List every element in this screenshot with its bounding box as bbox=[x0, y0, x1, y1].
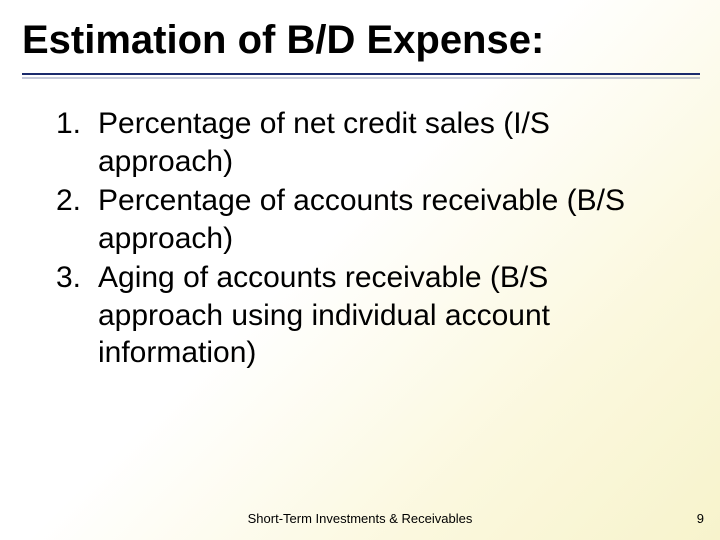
title-underline bbox=[22, 73, 700, 75]
list-number: 1. bbox=[56, 105, 96, 143]
list-number: 3. bbox=[56, 259, 96, 297]
list-item: 3. Aging of accounts receivable (B/S app… bbox=[56, 259, 664, 372]
list-text: Aging of accounts receivable (B/S approa… bbox=[96, 259, 664, 372]
list-item: 2. Percentage of accounts receivable (B/… bbox=[56, 182, 664, 257]
slide: Estimation of B/D Expense: 1. Percentage… bbox=[0, 0, 720, 540]
page-number: 9 bbox=[697, 511, 704, 526]
list-text: Percentage of accounts receivable (B/S a… bbox=[96, 182, 664, 257]
list-item: 1. Percentage of net credit sales (I/S a… bbox=[56, 105, 664, 180]
list-number: 2. bbox=[56, 182, 96, 220]
list-text: Percentage of net credit sales (I/S appr… bbox=[96, 105, 664, 180]
slide-title: Estimation of B/D Expense: bbox=[0, 18, 720, 71]
content-area: 1. Percentage of net credit sales (I/S a… bbox=[0, 75, 720, 372]
footer-text: Short-Term Investments & Receivables bbox=[0, 511, 720, 526]
